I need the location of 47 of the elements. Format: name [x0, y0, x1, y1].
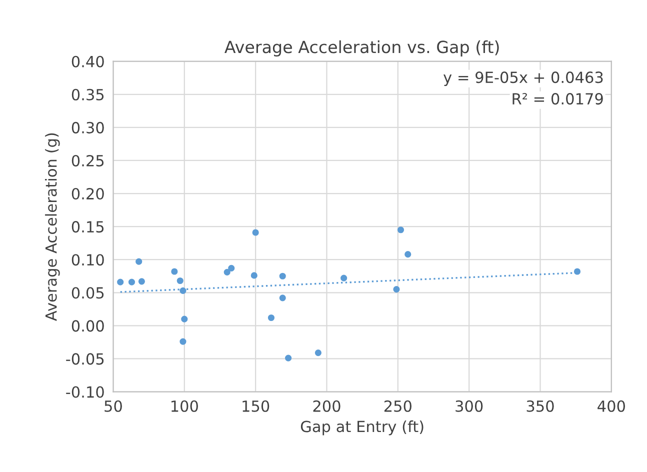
y-tick-label: 0.30 — [72, 122, 104, 134]
x-tick-label: 200 — [313, 400, 340, 412]
x-tick-label: 50 — [104, 400, 122, 412]
y-tick-label: -0.10 — [66, 386, 104, 398]
y-tick-label: 0.35 — [72, 88, 104, 100]
point — [397, 226, 404, 234]
point — [181, 316, 188, 322]
point — [138, 278, 145, 285]
point — [268, 314, 275, 322]
point — [252, 229, 259, 236]
point — [393, 286, 400, 293]
point — [228, 264, 235, 272]
point — [279, 294, 286, 302]
point — [180, 287, 186, 294]
point — [224, 268, 230, 276]
y-tick-label: -0.05 — [66, 353, 104, 365]
point — [404, 251, 412, 258]
x-tick-label: 350 — [526, 400, 554, 412]
point — [117, 278, 124, 286]
annotation: y = 9E-05x + 0.0463 — [444, 72, 603, 86]
y-tick-label: 0.40 — [72, 56, 104, 68]
y-tick-label: 0.10 — [72, 254, 104, 266]
point — [285, 354, 292, 362]
y-tick-label: 0.20 — [72, 188, 104, 200]
x-tick-label: 100 — [171, 400, 198, 412]
point — [136, 258, 142, 265]
annotation: R² = 0.0179 — [512, 93, 603, 105]
y-tick-label: 0.15 — [72, 221, 104, 233]
y-tick-label: 0.25 — [72, 154, 104, 166]
x-tick-label: 250 — [384, 400, 412, 412]
x-tick-label: 300 — [456, 400, 483, 412]
y-tick-label: 0.05 — [72, 287, 104, 299]
point — [340, 274, 348, 282]
x-axis-title: Gap at Entry (ft) — [300, 420, 424, 436]
point — [574, 268, 581, 275]
x-tick-label: 400 — [598, 400, 625, 412]
point — [180, 338, 186, 345]
point — [171, 268, 178, 275]
point — [128, 278, 136, 286]
y-axis-title: Average Acceleration (g) — [45, 133, 60, 321]
point — [314, 349, 322, 356]
point — [279, 272, 286, 280]
y-tick-label: 0.00 — [72, 320, 104, 332]
point — [250, 272, 258, 279]
chart-title: Average Acceleration vs. Gap (ft) — [224, 40, 499, 56]
point — [176, 277, 184, 284]
x-tick-label: 150 — [242, 400, 270, 412]
